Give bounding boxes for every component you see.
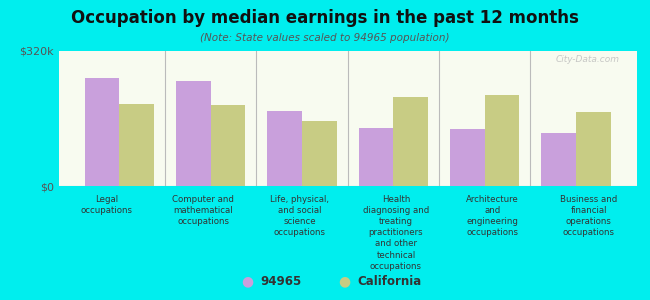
Bar — [450, 129, 485, 186]
Bar — [176, 81, 211, 186]
Text: Legal
occupations: Legal occupations — [81, 195, 133, 215]
Text: California: California — [358, 275, 422, 288]
Text: Business and
financial
operations
occupations: Business and financial operations occupa… — [560, 195, 617, 237]
Text: City-Data.com: City-Data.com — [556, 55, 619, 64]
Text: ●: ● — [241, 274, 253, 288]
Bar — [84, 78, 120, 186]
Text: Architecture
and
engineering
occupations: Architecture and engineering occupations — [466, 195, 519, 237]
Bar — [485, 95, 519, 186]
Text: ●: ● — [339, 274, 350, 288]
Bar — [302, 121, 337, 186]
Text: Occupation by median earnings in the past 12 months: Occupation by median earnings in the pas… — [71, 9, 579, 27]
Bar — [541, 133, 576, 186]
Text: 94965: 94965 — [260, 275, 301, 288]
Text: Life, physical,
and social
science
occupations: Life, physical, and social science occup… — [270, 195, 329, 237]
Bar — [120, 104, 154, 186]
Bar — [211, 105, 246, 186]
Text: (Note: State values scaled to 94965 population): (Note: State values scaled to 94965 popu… — [200, 33, 450, 43]
Bar — [267, 111, 302, 186]
Text: Health
diagnosing and
treating
practitioners
and other
technical
occupations: Health diagnosing and treating practitio… — [363, 195, 429, 271]
Bar — [359, 128, 393, 186]
Bar — [576, 112, 611, 186]
Bar — [393, 98, 428, 186]
Text: Computer and
mathematical
occupations: Computer and mathematical occupations — [172, 195, 234, 226]
